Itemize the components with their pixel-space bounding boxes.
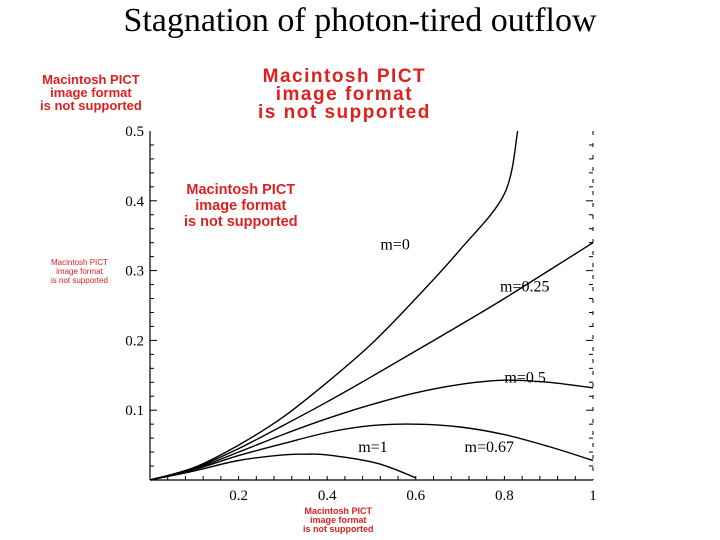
series-line [149,453,417,481]
placeholder-line: is not supported [51,275,108,285]
y-tick-label: 0.3 [125,264,144,280]
x-tick-label: 0.6 [406,488,425,504]
series-label: m=0.67 [465,439,514,456]
series-label: m=0 [380,237,409,254]
series-label: m=1 [358,439,387,456]
unsupported-image-placeholder: Macintosh PICT image format is not suppo… [184,182,298,231]
placeholder-line: Macintosh PICT [51,258,108,267]
unsupported-image-placeholder: Macintosh PICT image format is not suppo… [51,258,108,285]
placeholder-line: image format [56,266,103,276]
series-label: m=0.5 [504,369,545,386]
axis-ticks [150,144,593,480]
placeholder-line: Macintosh PICT [304,506,372,516]
placeholder-line: is not supported [258,102,431,124]
slide-title: Stagnation of photon-tired outflow [123,2,597,39]
y-tick-label: 0.1 [125,403,144,419]
curve-annotations: m=0 m=0.25 m=0.5 m=0.67 m=1 [358,237,549,456]
tick-labels: 0.2 0.4 0.6 0.8 1 0.1 0.2 0.3 0.4 0.5 [125,124,597,504]
placeholder-line: image format [195,198,287,215]
series-lines [149,130,594,481]
series-line [149,242,594,481]
placeholder-line: Macintosh PICT [262,66,427,87]
unsupported-image-placeholder: Macintosh PICT image format is not suppo… [303,507,374,534]
unsupported-image-placeholder: Macintosh PICT image format is not suppo… [40,73,142,112]
x-tick-label: 0.4 [318,488,337,504]
placeholder-line: is not supported [40,98,142,113]
x-tick-label: 0.8 [495,488,514,504]
x-tick-label: 0.2 [229,488,248,504]
placeholder-line: is not supported [184,214,298,231]
series-line [149,379,594,481]
placeholder-line: image format [309,515,367,525]
y-tick-label: 0.2 [125,333,144,349]
y-tick-label: 0.5 [125,124,144,140]
placeholder-line: Macintosh PICT [42,72,140,87]
placeholder-line: Macintosh PICT [186,182,296,198]
y-tick-label: 0.4 [125,194,144,210]
unsupported-image-placeholder: Macintosh PICT image format is not suppo… [258,66,431,124]
series-line [149,130,519,481]
placeholder-line: image format [275,84,414,106]
plot-frame [149,131,594,481]
series-line [149,423,594,481]
placeholder-line: is not supported [303,524,374,534]
series-label: m=0.25 [500,279,549,296]
x-tick-label: 1 [589,488,597,504]
placeholder-line: image format [50,85,132,100]
